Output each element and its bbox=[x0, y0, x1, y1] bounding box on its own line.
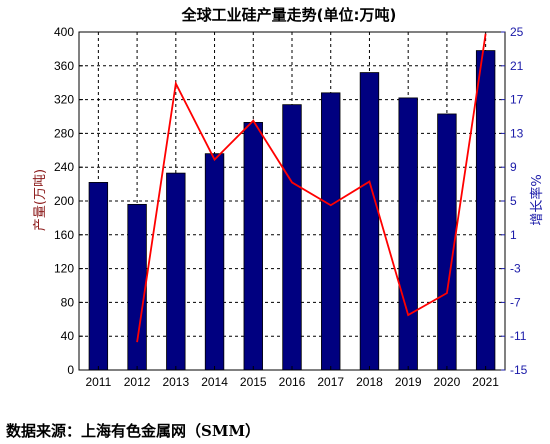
bar bbox=[475, 50, 496, 371]
y-tick-label: 280 bbox=[54, 126, 74, 140]
y2-tick-label: 17 bbox=[510, 93, 524, 107]
y2-tick-label: -15 bbox=[510, 363, 528, 377]
source-note: 数据来源：上海有色金属网（SMM） bbox=[6, 422, 261, 440]
right-axis-ticks: -15 -11 -7 -3 1 5 9 13 17 21 25 bbox=[501, 25, 528, 377]
y2-axis-label: 增长率% bbox=[529, 174, 545, 225]
bar bbox=[398, 97, 418, 371]
x-tick-label: 2011 bbox=[85, 375, 111, 389]
bar bbox=[166, 172, 186, 371]
y2-tick-label: -11 bbox=[510, 329, 527, 343]
x-tick-label: 2021 bbox=[472, 375, 499, 389]
y2-tick-label: 9 bbox=[510, 160, 517, 174]
bar bbox=[204, 153, 225, 371]
y-tick-label: 400 bbox=[54, 25, 74, 39]
y-tick-label: 80 bbox=[61, 295, 75, 309]
x-tick-label: 2017 bbox=[317, 375, 344, 389]
growth-line-series bbox=[136, 33, 487, 343]
bar-series bbox=[88, 50, 496, 371]
y2-tick-label: 25 bbox=[510, 25, 524, 39]
y2-tick-label: 5 bbox=[510, 194, 517, 208]
y2-tick-label: 1 bbox=[510, 228, 517, 242]
x-tick-label: 2012 bbox=[124, 375, 151, 389]
x-axis-ticks: 2011 2012 2013 2014 2015 2016 2017 2018 2019 2020… bbox=[85, 366, 499, 389]
bar bbox=[437, 113, 457, 371]
x-tick-label: 2016 bbox=[279, 375, 306, 389]
y-tick-label: 120 bbox=[54, 262, 74, 276]
x-tick-label: 2019 bbox=[395, 375, 422, 389]
y-tick-label: 200 bbox=[54, 194, 74, 208]
x-tick-label: 2014 bbox=[201, 375, 228, 389]
y-tick-label: 40 bbox=[61, 329, 75, 343]
growth-line bbox=[136, 33, 487, 343]
y2-tick-label: 21 bbox=[510, 59, 524, 73]
y2-tick-label: -3 bbox=[510, 262, 521, 276]
x-tick-label: 2013 bbox=[162, 375, 189, 389]
bar bbox=[127, 203, 147, 371]
y-tick-label: 240 bbox=[54, 160, 74, 174]
chart-title: 全球工业硅产量走势(单位:万吨) bbox=[181, 6, 397, 24]
x-tick-label: 2018 bbox=[356, 375, 383, 389]
y2-tick-label: 13 bbox=[510, 126, 524, 140]
x-tick-label: 2020 bbox=[434, 375, 461, 389]
y-tick-label: 0 bbox=[67, 363, 74, 377]
bar bbox=[359, 72, 380, 371]
bar bbox=[88, 182, 109, 371]
x-tick-label: 2015 bbox=[240, 375, 267, 389]
y2-tick-label: -7 bbox=[510, 295, 521, 309]
y-axis-label: 产量(万吨) bbox=[33, 169, 48, 231]
y-tick-label: 360 bbox=[54, 59, 74, 73]
left-axis-ticks: 0 40 80 120 160 200 240 280 320 360 400 bbox=[54, 25, 83, 377]
y-tick-label: 160 bbox=[54, 228, 74, 242]
bar bbox=[282, 104, 302, 371]
bar bbox=[243, 122, 263, 371]
bar bbox=[321, 92, 341, 371]
y-tick-label: 320 bbox=[54, 93, 74, 107]
